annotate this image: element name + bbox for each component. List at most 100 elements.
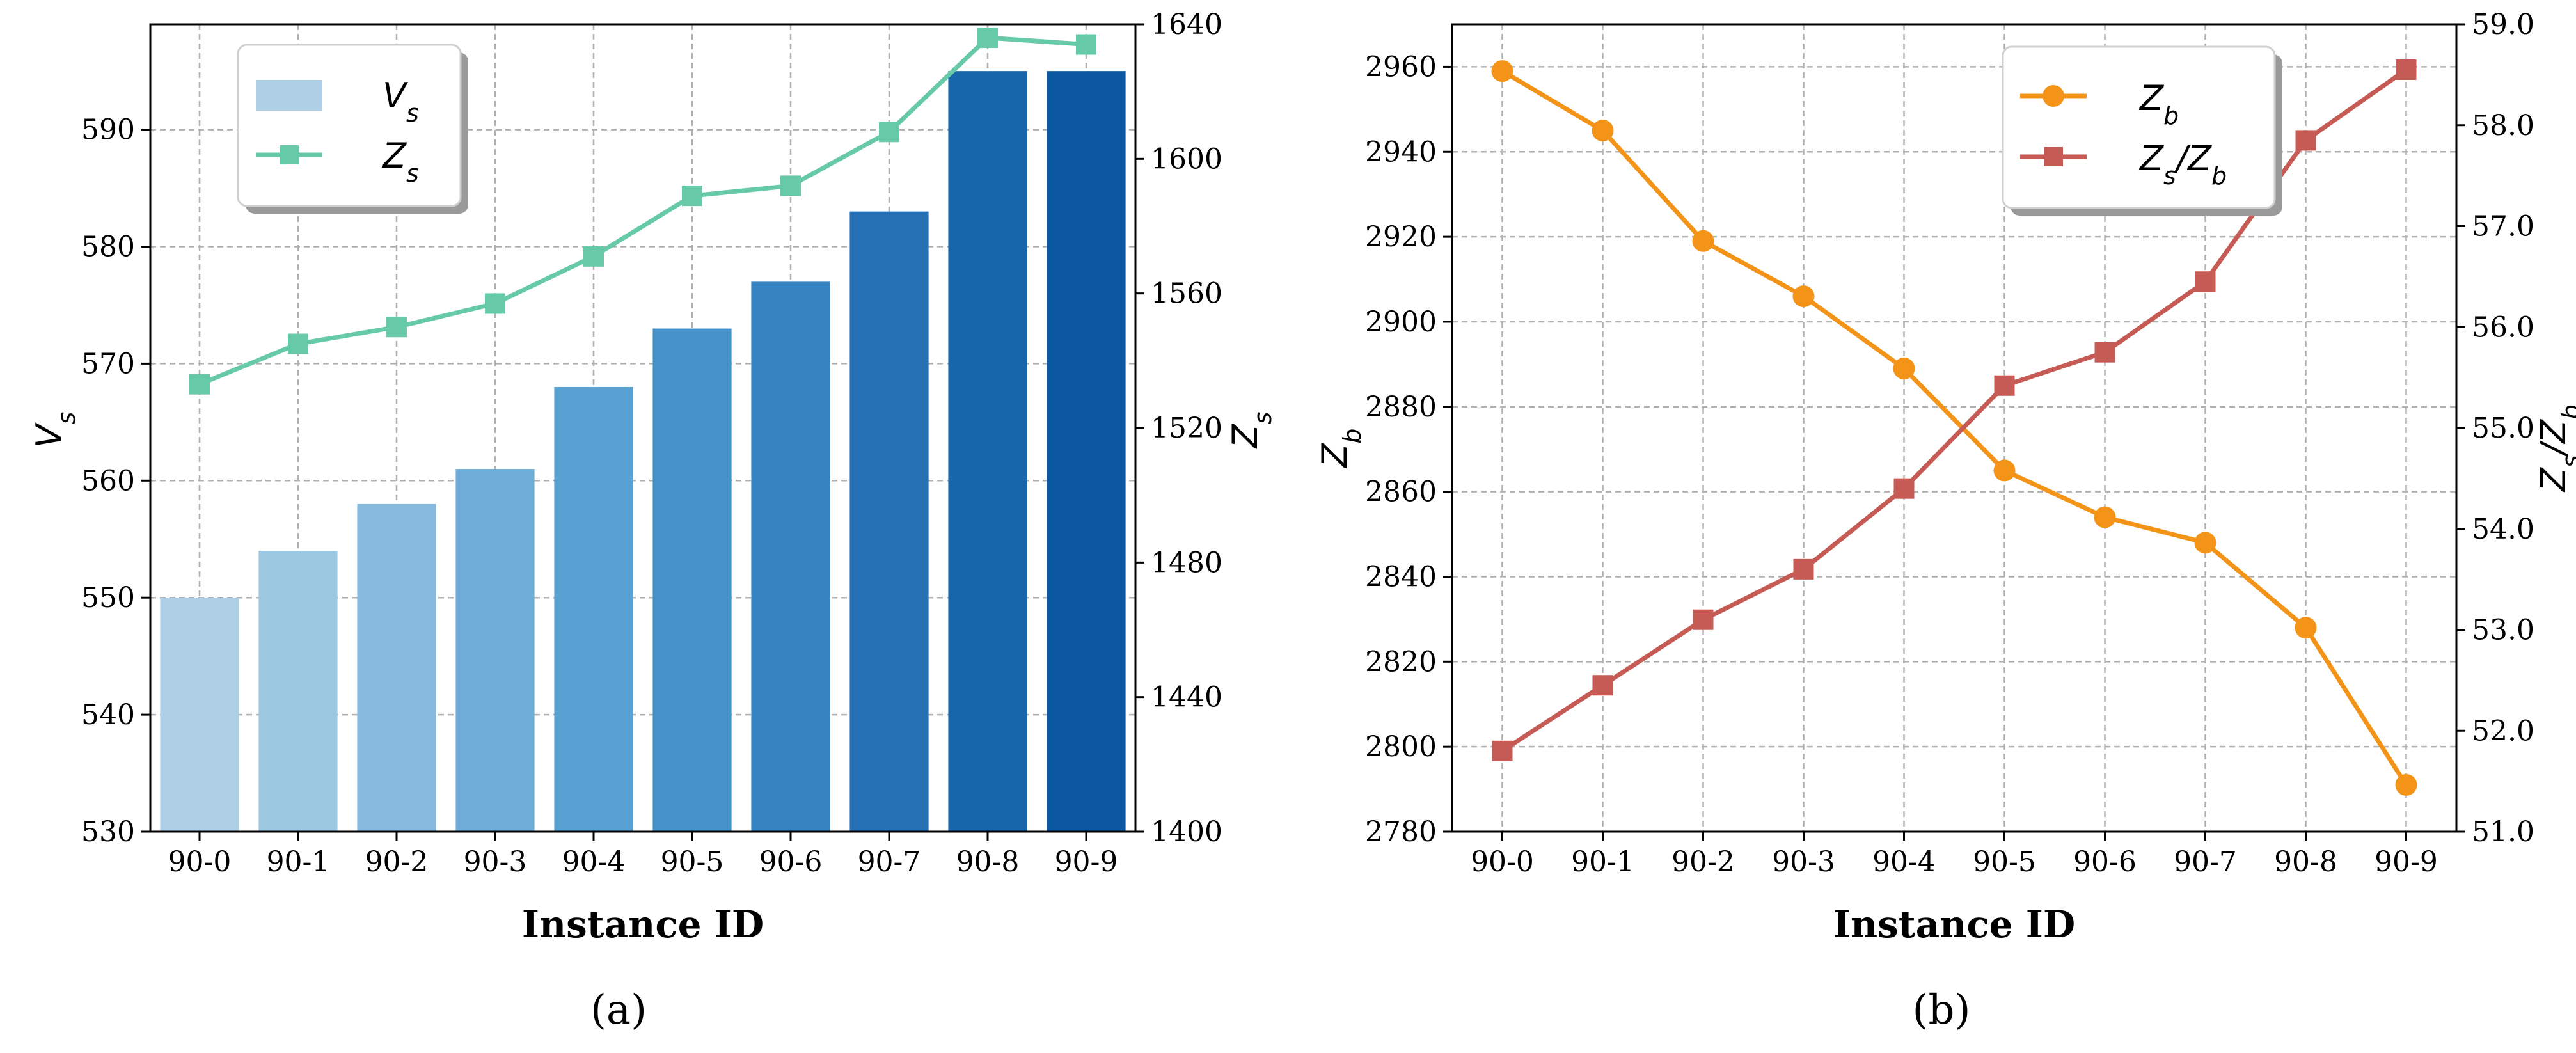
panel-a-legend-vs-swatch — [256, 80, 322, 111]
vs-bar — [652, 328, 732, 832]
x-tick-label: 90-3 — [1772, 846, 1835, 878]
x-tick-label: 90-0 — [168, 846, 232, 878]
x-tick-label: 90-9 — [2375, 846, 2438, 878]
x-tick-label: 90-4 — [1872, 846, 1936, 878]
left-y-tick-label: 2780 — [1365, 816, 1437, 848]
x-tick-label: 90-8 — [956, 846, 1020, 878]
panel-a-left-y-axis-label: Vs — [29, 412, 81, 448]
zs-zb-point — [2195, 271, 2216, 292]
vs-bar — [849, 211, 929, 832]
x-tick-label: 90-6 — [759, 846, 823, 878]
left-y-tick-label: 2920 — [1365, 221, 1437, 253]
vs-bar — [455, 469, 535, 832]
x-tick-label: 90-5 — [661, 846, 724, 878]
zb-point — [1993, 459, 2016, 482]
left-y-tick-label: 2840 — [1365, 560, 1437, 593]
left-y-tick-label: 2960 — [1365, 51, 1437, 83]
zs-point — [386, 317, 407, 338]
x-tick-label: 90-2 — [365, 846, 429, 878]
panel-b-label: (b) — [1913, 986, 1971, 1034]
panel-a-zs-line — [189, 28, 1096, 395]
left-y-tick-label: 2860 — [1365, 476, 1437, 509]
left-y-tick-label: 2800 — [1365, 731, 1437, 763]
zb-line-path — [1501, 69, 2408, 786]
zs-zb-point — [1994, 375, 2015, 396]
plot-frame — [149, 23, 1137, 833]
panel-b-x-axis-label: Instance ID — [1833, 903, 2075, 946]
left-y-tick-label: 550 — [81, 582, 135, 614]
right-y-tick-label: 55.0 — [2472, 412, 2534, 445]
right-y-tick-label: 1560 — [1151, 278, 1222, 310]
panel-b-axes: 90-0 90-1 90-2 90-3 90-4 90-5 90-6 90-7 90-8 90-9… — [1365, 8, 2534, 878]
left-y-tick-label: 2940 — [1365, 136, 1437, 168]
vs-bar — [554, 386, 633, 832]
zs-point — [682, 186, 702, 207]
panel-b-chart: 90-0 90-1 90-2 90-3 90-4 90-5 90-6 90-7 90-8 90-9… — [1315, 8, 2576, 1034]
right-y-tick-label: 1400 — [1151, 816, 1222, 848]
panel-a-legend: Vs Zs — [237, 44, 468, 214]
x-tick-label: 90-9 — [1055, 846, 1118, 878]
vs-bar — [948, 71, 1027, 832]
left-y-tick-label: 2880 — [1365, 391, 1437, 424]
zs-zb-point — [1592, 675, 1613, 696]
zs-point — [780, 175, 801, 196]
right-y-tick-label: 1640 — [1151, 8, 1222, 41]
x-tick-label: 90-3 — [464, 846, 527, 878]
x-tick-label: 90-1 — [1571, 846, 1634, 878]
left-y-tick-label: 560 — [81, 464, 135, 497]
vs-bar — [751, 281, 830, 832]
zs-line-path — [198, 35, 1087, 386]
left-y-tick-label: 590 — [81, 114, 135, 146]
zs-point — [583, 246, 604, 267]
right-y-tick-label: 53.0 — [2472, 614, 2534, 647]
panel-a-chart: 90-0 90-1 90-2 90-3 90-4 90-5 90-6 90-7 90-8 90-9… — [29, 8, 1277, 1034]
x-tick-label: 90-1 — [267, 846, 330, 878]
zs-zb-point — [2094, 342, 2115, 363]
panel-a-x-axis-label: Instance ID — [522, 903, 764, 946]
zb-point — [1692, 230, 1714, 252]
zb-point — [1792, 285, 1815, 308]
x-tick-label: 90-0 — [1471, 846, 1534, 878]
x-tick-label: 90-2 — [1671, 846, 1735, 878]
right-y-tick-label: 1600 — [1151, 143, 1222, 175]
vs-bar — [1047, 71, 1126, 832]
zb-point — [2194, 532, 2216, 554]
zs-zb-point — [1693, 609, 1714, 630]
vs-bar — [258, 551, 338, 832]
right-y-tick-label: 58.0 — [2472, 109, 2534, 142]
vs-bar — [357, 503, 436, 832]
zs-zb-point — [2295, 130, 2316, 151]
right-y-tick-label: 54.0 — [2472, 513, 2534, 546]
zs-zb-point — [2396, 59, 2417, 80]
x-tick-label: 90-5 — [1973, 846, 2036, 878]
right-y-tick-label: 1440 — [1151, 681, 1222, 714]
panel-a-legend-zs-marker — [280, 145, 299, 164]
zs-zb-point — [1893, 478, 1915, 499]
zs-point — [485, 293, 505, 314]
panel-b-legend-ratio-marker — [2044, 147, 2063, 166]
zb-point — [2295, 617, 2317, 639]
panel-a-label: (a) — [590, 986, 647, 1034]
zs-point — [977, 28, 998, 49]
right-y-tick-label: 51.0 — [2472, 816, 2534, 848]
zb-point — [2094, 506, 2116, 528]
zs-point — [189, 374, 210, 395]
zb-point — [2395, 773, 2417, 796]
vs-bar — [160, 598, 239, 832]
zs-zb-point — [1492, 740, 1513, 761]
panel-b-left-y-axis-label: Zb — [1315, 428, 1366, 468]
right-y-tick-label: 1480 — [1151, 546, 1222, 579]
zs-point — [288, 333, 308, 354]
zb-point — [1491, 60, 1513, 83]
zb-point — [1893, 358, 1915, 380]
zs-point — [879, 122, 899, 143]
right-y-tick-label: 1520 — [1151, 412, 1222, 445]
panel-b-right-y-axis-label: Zs/Zb — [2533, 404, 2576, 493]
x-tick-label: 90-4 — [562, 846, 626, 878]
panel-a-bars — [160, 71, 1126, 832]
right-y-tick-label: 59.0 — [2472, 8, 2534, 41]
x-tick-label: 90-6 — [2073, 846, 2137, 878]
right-y-tick-label: 56.0 — [2472, 311, 2534, 344]
x-tick-label: 90-7 — [2174, 846, 2237, 878]
